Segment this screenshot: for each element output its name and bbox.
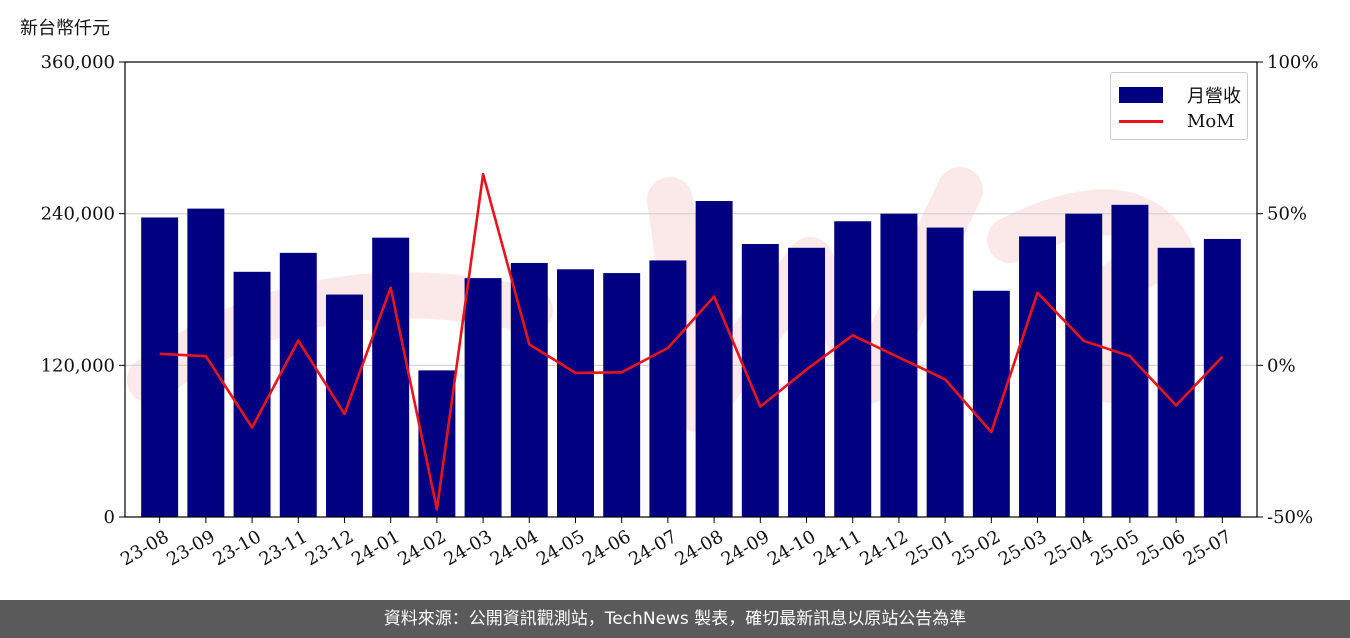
legend-item-revenue: 月營收 bbox=[1119, 82, 1241, 108]
revenue-bar bbox=[788, 247, 825, 517]
revenue-bar bbox=[880, 213, 918, 517]
revenue-bar bbox=[279, 252, 317, 517]
legend-label-mom: MoM bbox=[1187, 111, 1235, 132]
x-tick-label: 25-04 bbox=[1041, 526, 1096, 570]
revenue-bar bbox=[233, 271, 271, 517]
revenue-bar bbox=[187, 208, 225, 517]
x-tick-label: 23-12 bbox=[302, 526, 357, 570]
revenue-bar bbox=[1111, 204, 1149, 517]
x-tick-label: 24-04 bbox=[487, 526, 542, 570]
revenue-bar bbox=[325, 294, 363, 517]
legend-swatch-revenue bbox=[1119, 87, 1163, 103]
revenue-bar bbox=[557, 269, 594, 517]
plot-frame bbox=[124, 61, 1258, 518]
revenue-bar bbox=[834, 221, 872, 517]
revenue-bar bbox=[603, 273, 641, 517]
x-tick-label: 24-11 bbox=[810, 526, 865, 570]
x-tick-label: 24-05 bbox=[533, 526, 588, 570]
x-tick-label: 24-06 bbox=[579, 526, 634, 570]
x-tick-label: 24-08 bbox=[672, 526, 727, 570]
x-tick-label: 23-10 bbox=[210, 526, 265, 570]
x-axis: 23-0823-0923-1023-1123-1224-0124-0224-03… bbox=[117, 517, 1235, 570]
legend-item-mom: MoM bbox=[1119, 111, 1235, 132]
right-tick-label: 100% bbox=[1267, 52, 1318, 73]
right-tick-label: 50% bbox=[1267, 204, 1307, 225]
revenue-bar bbox=[141, 217, 179, 518]
y-axis-unit-label: 新台幣仟元 bbox=[20, 18, 110, 39]
revenue-bar bbox=[695, 201, 733, 517]
revenue-bar bbox=[972, 290, 1010, 517]
left-tick-label: 120,000 bbox=[41, 355, 115, 376]
x-tick-label: 24-12 bbox=[856, 526, 911, 570]
revenue-bar bbox=[741, 244, 779, 517]
source-footer: 資料來源：公開資訊觀測站，TechNews 製表，確切最新訊息以原站公告為準 bbox=[0, 600, 1350, 638]
chart-legend: 月營收 MoM bbox=[1110, 72, 1248, 140]
x-tick-label: 23-08 bbox=[117, 526, 172, 570]
mom-line-layer bbox=[159, 172, 1224, 511]
legend-swatch-mom bbox=[1119, 120, 1163, 123]
x-tick-label: 23-09 bbox=[163, 526, 218, 570]
x-tick-label: 25-07 bbox=[1180, 526, 1235, 570]
right-tick-label: 0% bbox=[1267, 355, 1296, 376]
x-tick-label: 24-02 bbox=[394, 526, 449, 570]
x-tick-label: 25-02 bbox=[949, 526, 1004, 570]
revenue-bar bbox=[649, 260, 687, 517]
x-tick-label: 24-07 bbox=[625, 526, 680, 570]
x-tick-label: 25-03 bbox=[995, 526, 1050, 570]
revenue-bar bbox=[1019, 236, 1057, 517]
revenue-bar bbox=[418, 370, 456, 517]
x-tick-label: 24-10 bbox=[764, 526, 819, 570]
x-tick-label: 24-03 bbox=[441, 526, 496, 570]
left-y-axis: 0 120,000 240,000 360,000 bbox=[41, 52, 125, 528]
revenue-bar bbox=[464, 278, 502, 517]
x-tick-label: 24-01 bbox=[348, 526, 403, 570]
revenue-bar bbox=[1203, 238, 1241, 517]
x-tick-label: 23-11 bbox=[256, 526, 311, 570]
x-tick-label: 25-06 bbox=[1134, 526, 1189, 570]
x-tick-label: 24-09 bbox=[718, 526, 773, 570]
x-tick-label: 25-05 bbox=[1087, 526, 1142, 570]
left-tick-label: 0 bbox=[104, 507, 115, 528]
left-tick-label: 240,000 bbox=[41, 204, 115, 225]
right-tick-label: -50% bbox=[1267, 507, 1313, 528]
legend-label-revenue: 月營收 bbox=[1187, 86, 1241, 107]
revenue-bar bbox=[510, 262, 548, 517]
revenue-bars bbox=[141, 201, 1241, 518]
right-y-axis: -50% 0% 50% 100% bbox=[1257, 52, 1318, 528]
revenue-chart: 0 120,000 240,000 360,000 -50% 0% 50% 100% 23-… bbox=[41, 52, 1319, 570]
revenue-bar bbox=[1065, 213, 1103, 517]
x-tick-label: 25-01 bbox=[903, 526, 958, 570]
left-tick-label: 360,000 bbox=[41, 52, 115, 73]
mom-line bbox=[159, 172, 1224, 511]
revenue-bar bbox=[372, 237, 410, 518]
revenue-bar bbox=[1157, 247, 1195, 517]
